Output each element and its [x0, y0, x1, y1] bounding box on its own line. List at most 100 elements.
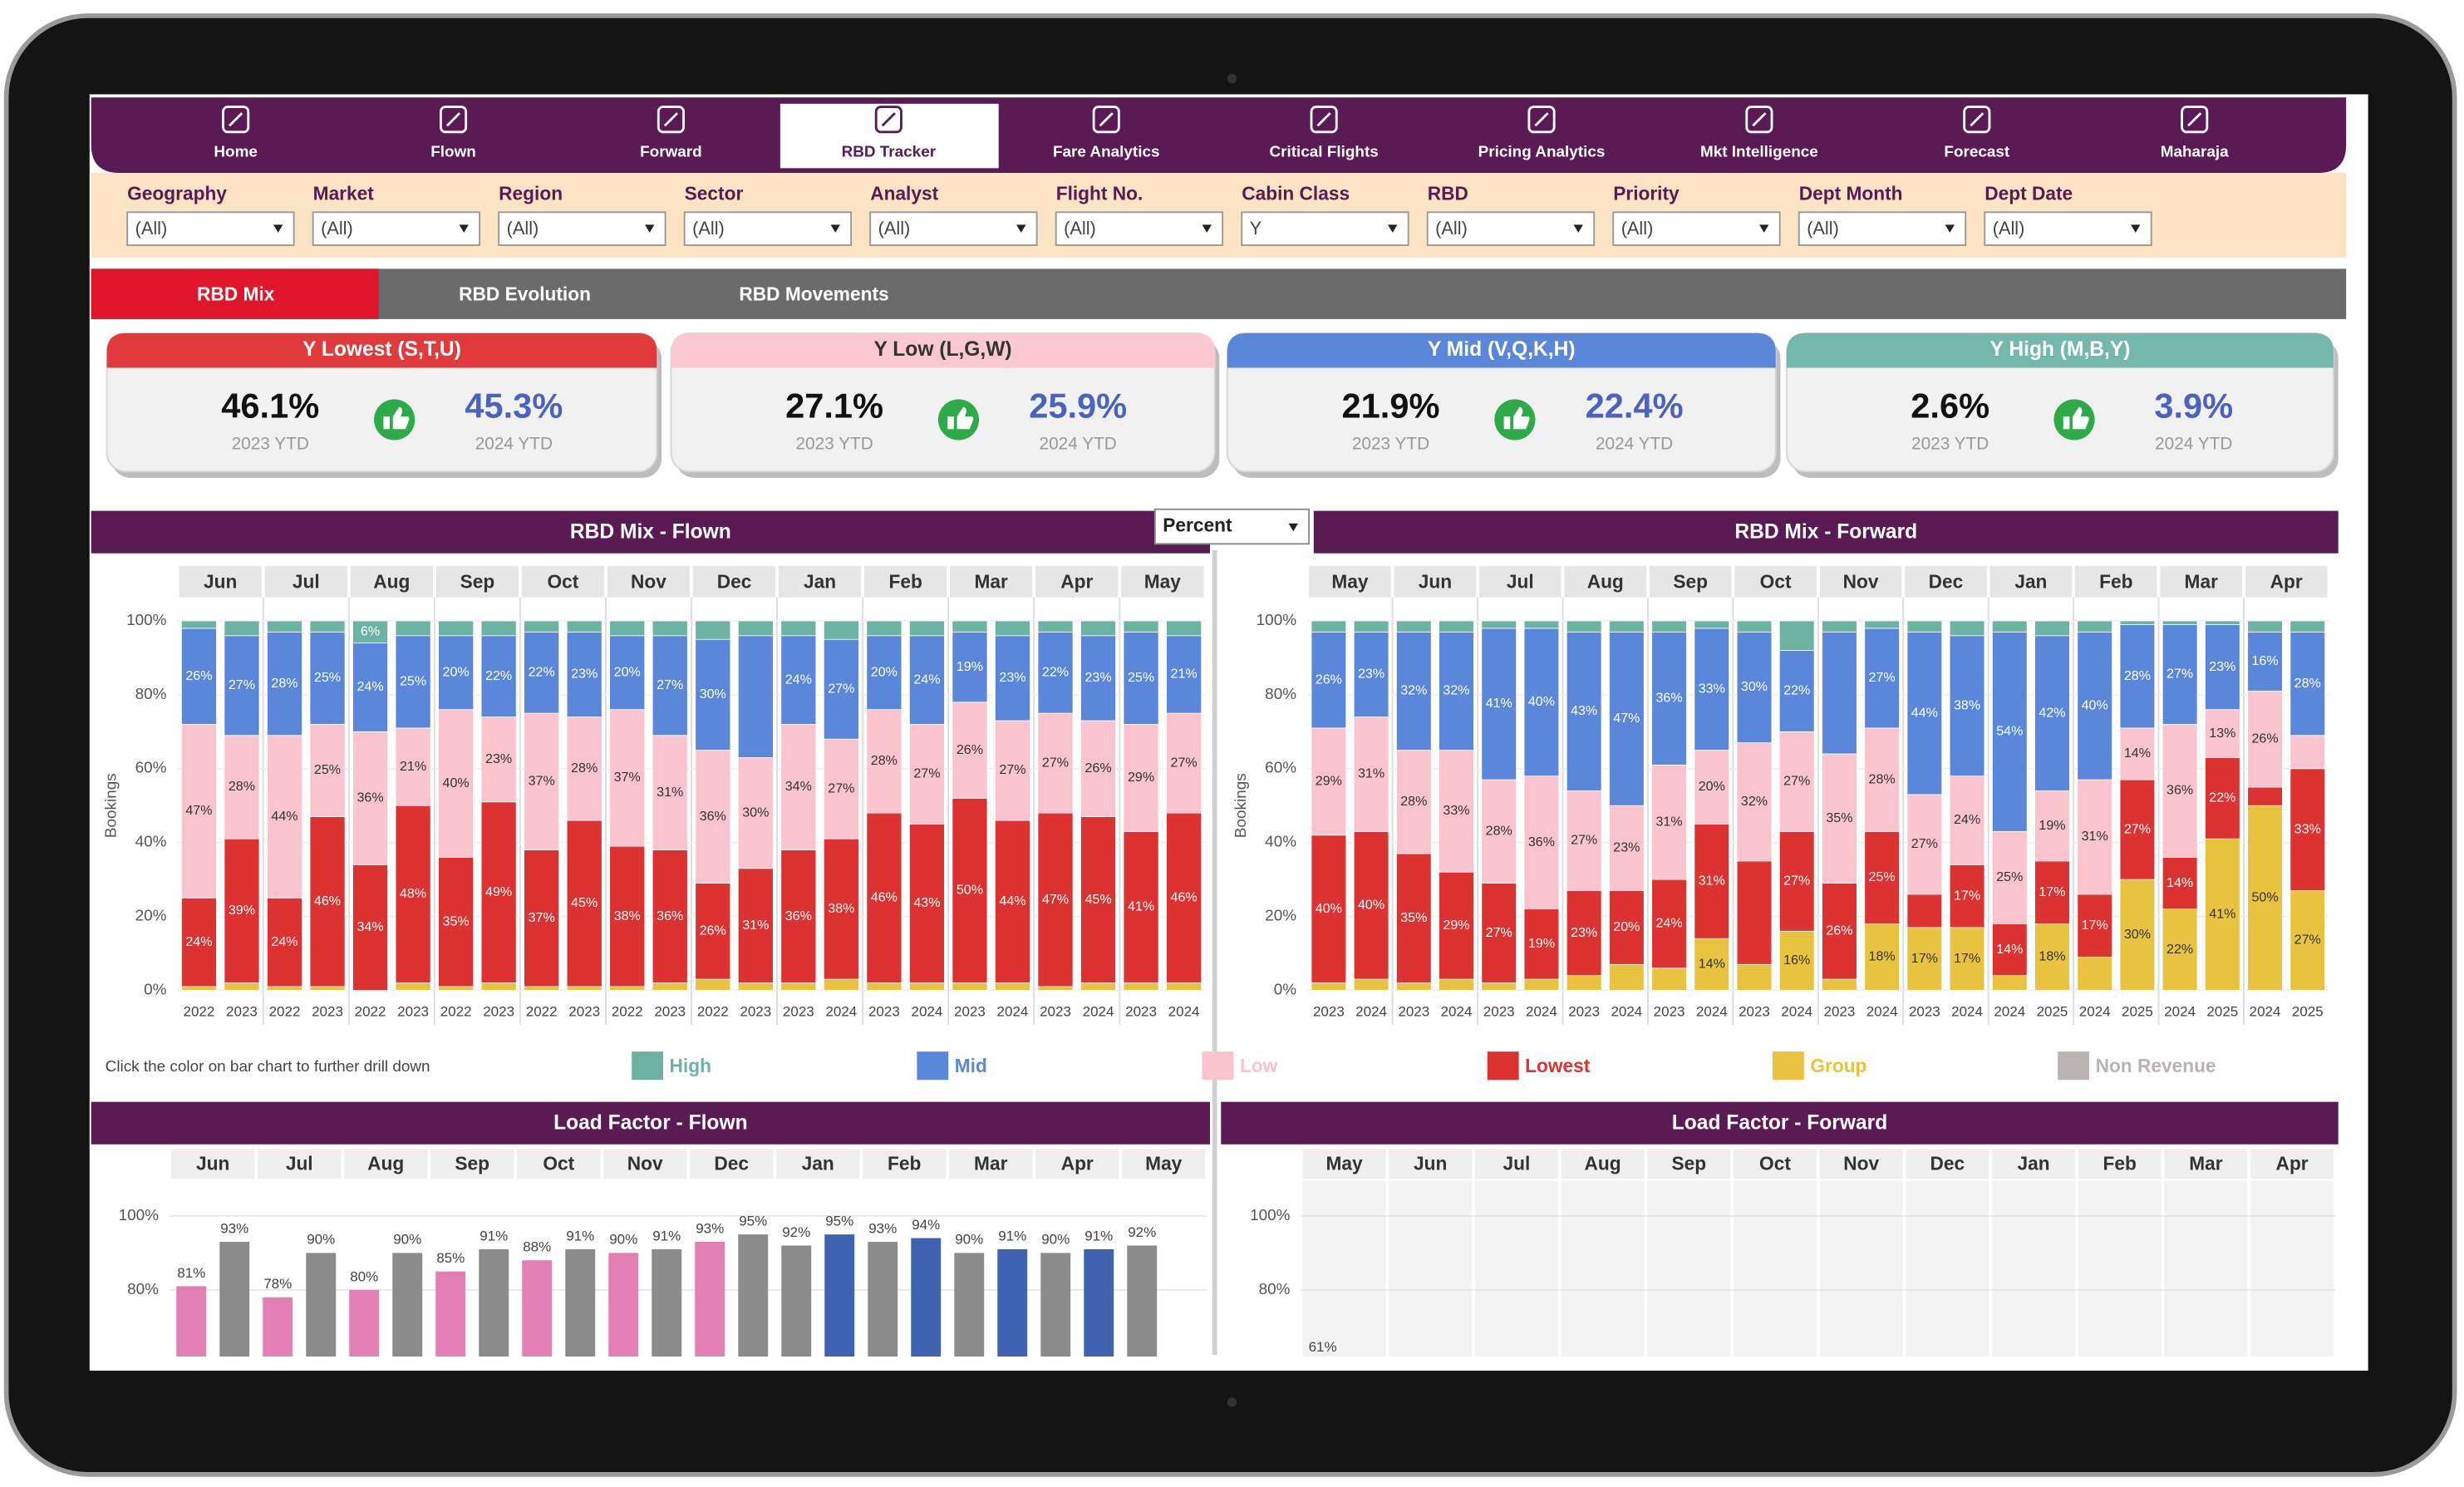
bar-segment[interactable] — [609, 709, 646, 847]
filter-dropdown[interactable] — [312, 211, 481, 246]
bar-segment[interactable] — [952, 797, 988, 983]
bar-segment[interactable] — [1123, 620, 1159, 633]
bar-segment[interactable] — [1906, 631, 1943, 795]
bar-segment[interactable] — [1906, 894, 1943, 928]
legend-swatch[interactable] — [1772, 1051, 1804, 1081]
nav-item[interactable]: Mkt Intelligence — [1700, 143, 1818, 160]
bar-segment[interactable] — [1311, 982, 1347, 991]
bar-segment[interactable] — [1523, 978, 1560, 991]
bar-segment[interactable] — [995, 720, 1030, 821]
bar[interactable] — [1127, 1245, 1158, 1357]
bar-segment[interactable] — [1166, 712, 1202, 814]
bar[interactable] — [349, 1289, 380, 1357]
bar-segment[interactable] — [1439, 750, 1474, 873]
bar-segment[interactable] — [524, 712, 560, 850]
filter-dropdown[interactable] — [1055, 211, 1224, 246]
bar-segment[interactable] — [1694, 628, 1730, 751]
bar[interactable] — [565, 1248, 596, 1357]
bar[interactable] — [522, 1260, 553, 1357]
bar-segment[interactable] — [609, 635, 646, 711]
bar[interactable] — [695, 1242, 725, 1357]
bar-segment[interactable] — [1651, 631, 1687, 766]
legend-label[interactable]: Non Revenue — [2096, 1055, 2216, 1076]
bar-segment[interactable] — [480, 716, 517, 803]
bar[interactable] — [1040, 1253, 1071, 1357]
bar-segment[interactable] — [1778, 731, 1815, 832]
bar[interactable] — [608, 1253, 639, 1357]
bar-segment[interactable] — [1523, 776, 1560, 910]
bar-segment[interactable] — [1353, 978, 1389, 991]
bar-segment[interactable] — [1736, 742, 1773, 862]
bar-segment[interactable] — [780, 635, 817, 725]
bar-segment[interactable] — [1080, 635, 1116, 721]
bar-segment[interactable] — [566, 986, 602, 991]
bar-segment[interactable] — [1949, 776, 1985, 865]
bar-segment[interactable] — [780, 620, 817, 637]
bar-segment[interactable] — [1694, 620, 1730, 629]
bar-segment[interactable] — [609, 845, 646, 987]
bar-segment[interactable] — [1778, 930, 1815, 991]
bar-segment[interactable] — [1694, 824, 1730, 939]
bar-segment[interactable] — [823, 620, 859, 640]
bar-segment[interactable] — [1609, 963, 1645, 991]
bar[interactable] — [306, 1253, 337, 1357]
bar-segment[interactable] — [309, 724, 346, 817]
legend-swatch[interactable] — [2058, 1051, 2090, 1081]
bar-segment[interactable] — [1736, 860, 1773, 965]
bar-segment[interactable] — [1353, 716, 1389, 832]
bar-segment[interactable] — [866, 635, 902, 711]
bar-segment[interactable] — [395, 635, 431, 729]
filter-dropdown[interactable] — [1426, 211, 1596, 246]
nav-item[interactable]: Maharaja — [2161, 143, 2229, 160]
bar-segment[interactable] — [995, 982, 1030, 991]
bar-segment[interactable] — [1166, 812, 1202, 983]
nav-item[interactable]: RBD Tracker — [842, 143, 937, 160]
bar-segment[interactable] — [909, 724, 945, 825]
bar-segment[interactable] — [480, 982, 517, 991]
tab[interactable]: RBD Movements — [739, 283, 888, 305]
bar-segment[interactable] — [566, 820, 602, 987]
bar-segment[interactable] — [952, 631, 988, 703]
bar[interactable] — [263, 1297, 293, 1357]
bar-segment[interactable] — [224, 735, 260, 840]
bar-segment[interactable] — [1353, 631, 1389, 717]
bar-segment[interactable] — [1123, 830, 1159, 983]
bar-segment[interactable] — [438, 709, 475, 858]
bar-segment[interactable] — [737, 868, 774, 983]
bar-segment[interactable] — [695, 638, 731, 751]
bar[interactable] — [176, 1286, 207, 1357]
bar-segment[interactable] — [1992, 631, 2028, 832]
bar-segment[interactable] — [1311, 620, 1347, 633]
bar-segment[interactable] — [352, 731, 388, 865]
bar-segment[interactable] — [952, 982, 988, 991]
bar-segment[interactable] — [352, 620, 388, 644]
bar-segment[interactable] — [480, 620, 517, 637]
bar-segment[interactable] — [309, 986, 346, 991]
bar-segment[interactable] — [1481, 982, 1517, 991]
bar-segment[interactable] — [1523, 628, 1560, 777]
bar[interactable] — [1084, 1248, 1114, 1357]
bar-segment[interactable] — [395, 982, 431, 991]
bar-segment[interactable] — [1396, 750, 1432, 854]
filter-dropdown[interactable] — [498, 211, 666, 246]
bar[interactable] — [479, 1248, 509, 1357]
bar-segment[interactable] — [1609, 631, 1645, 806]
bar-segment[interactable] — [438, 857, 475, 987]
filter-dropdown[interactable] — [1798, 211, 1967, 246]
bar-segment[interactable] — [181, 724, 217, 899]
bar-segment[interactable] — [1353, 620, 1389, 633]
bar-segment[interactable] — [309, 620, 346, 633]
bar-segment[interactable] — [309, 631, 346, 725]
bar-segment[interactable] — [695, 978, 731, 991]
bar[interactable] — [824, 1234, 855, 1357]
bar-segment[interactable] — [1037, 812, 1074, 987]
bar-segment[interactable] — [1736, 620, 1773, 633]
bar-segment[interactable] — [1439, 631, 1474, 751]
bar-segment[interactable] — [823, 978, 859, 991]
bar-segment[interactable] — [1523, 620, 1560, 629]
bar-segment[interactable] — [438, 986, 475, 991]
bar-segment[interactable] — [1396, 620, 1432, 633]
bar[interactable] — [219, 1242, 250, 1357]
bar-segment[interactable] — [1080, 816, 1116, 983]
bar-segment[interactable] — [524, 986, 560, 991]
